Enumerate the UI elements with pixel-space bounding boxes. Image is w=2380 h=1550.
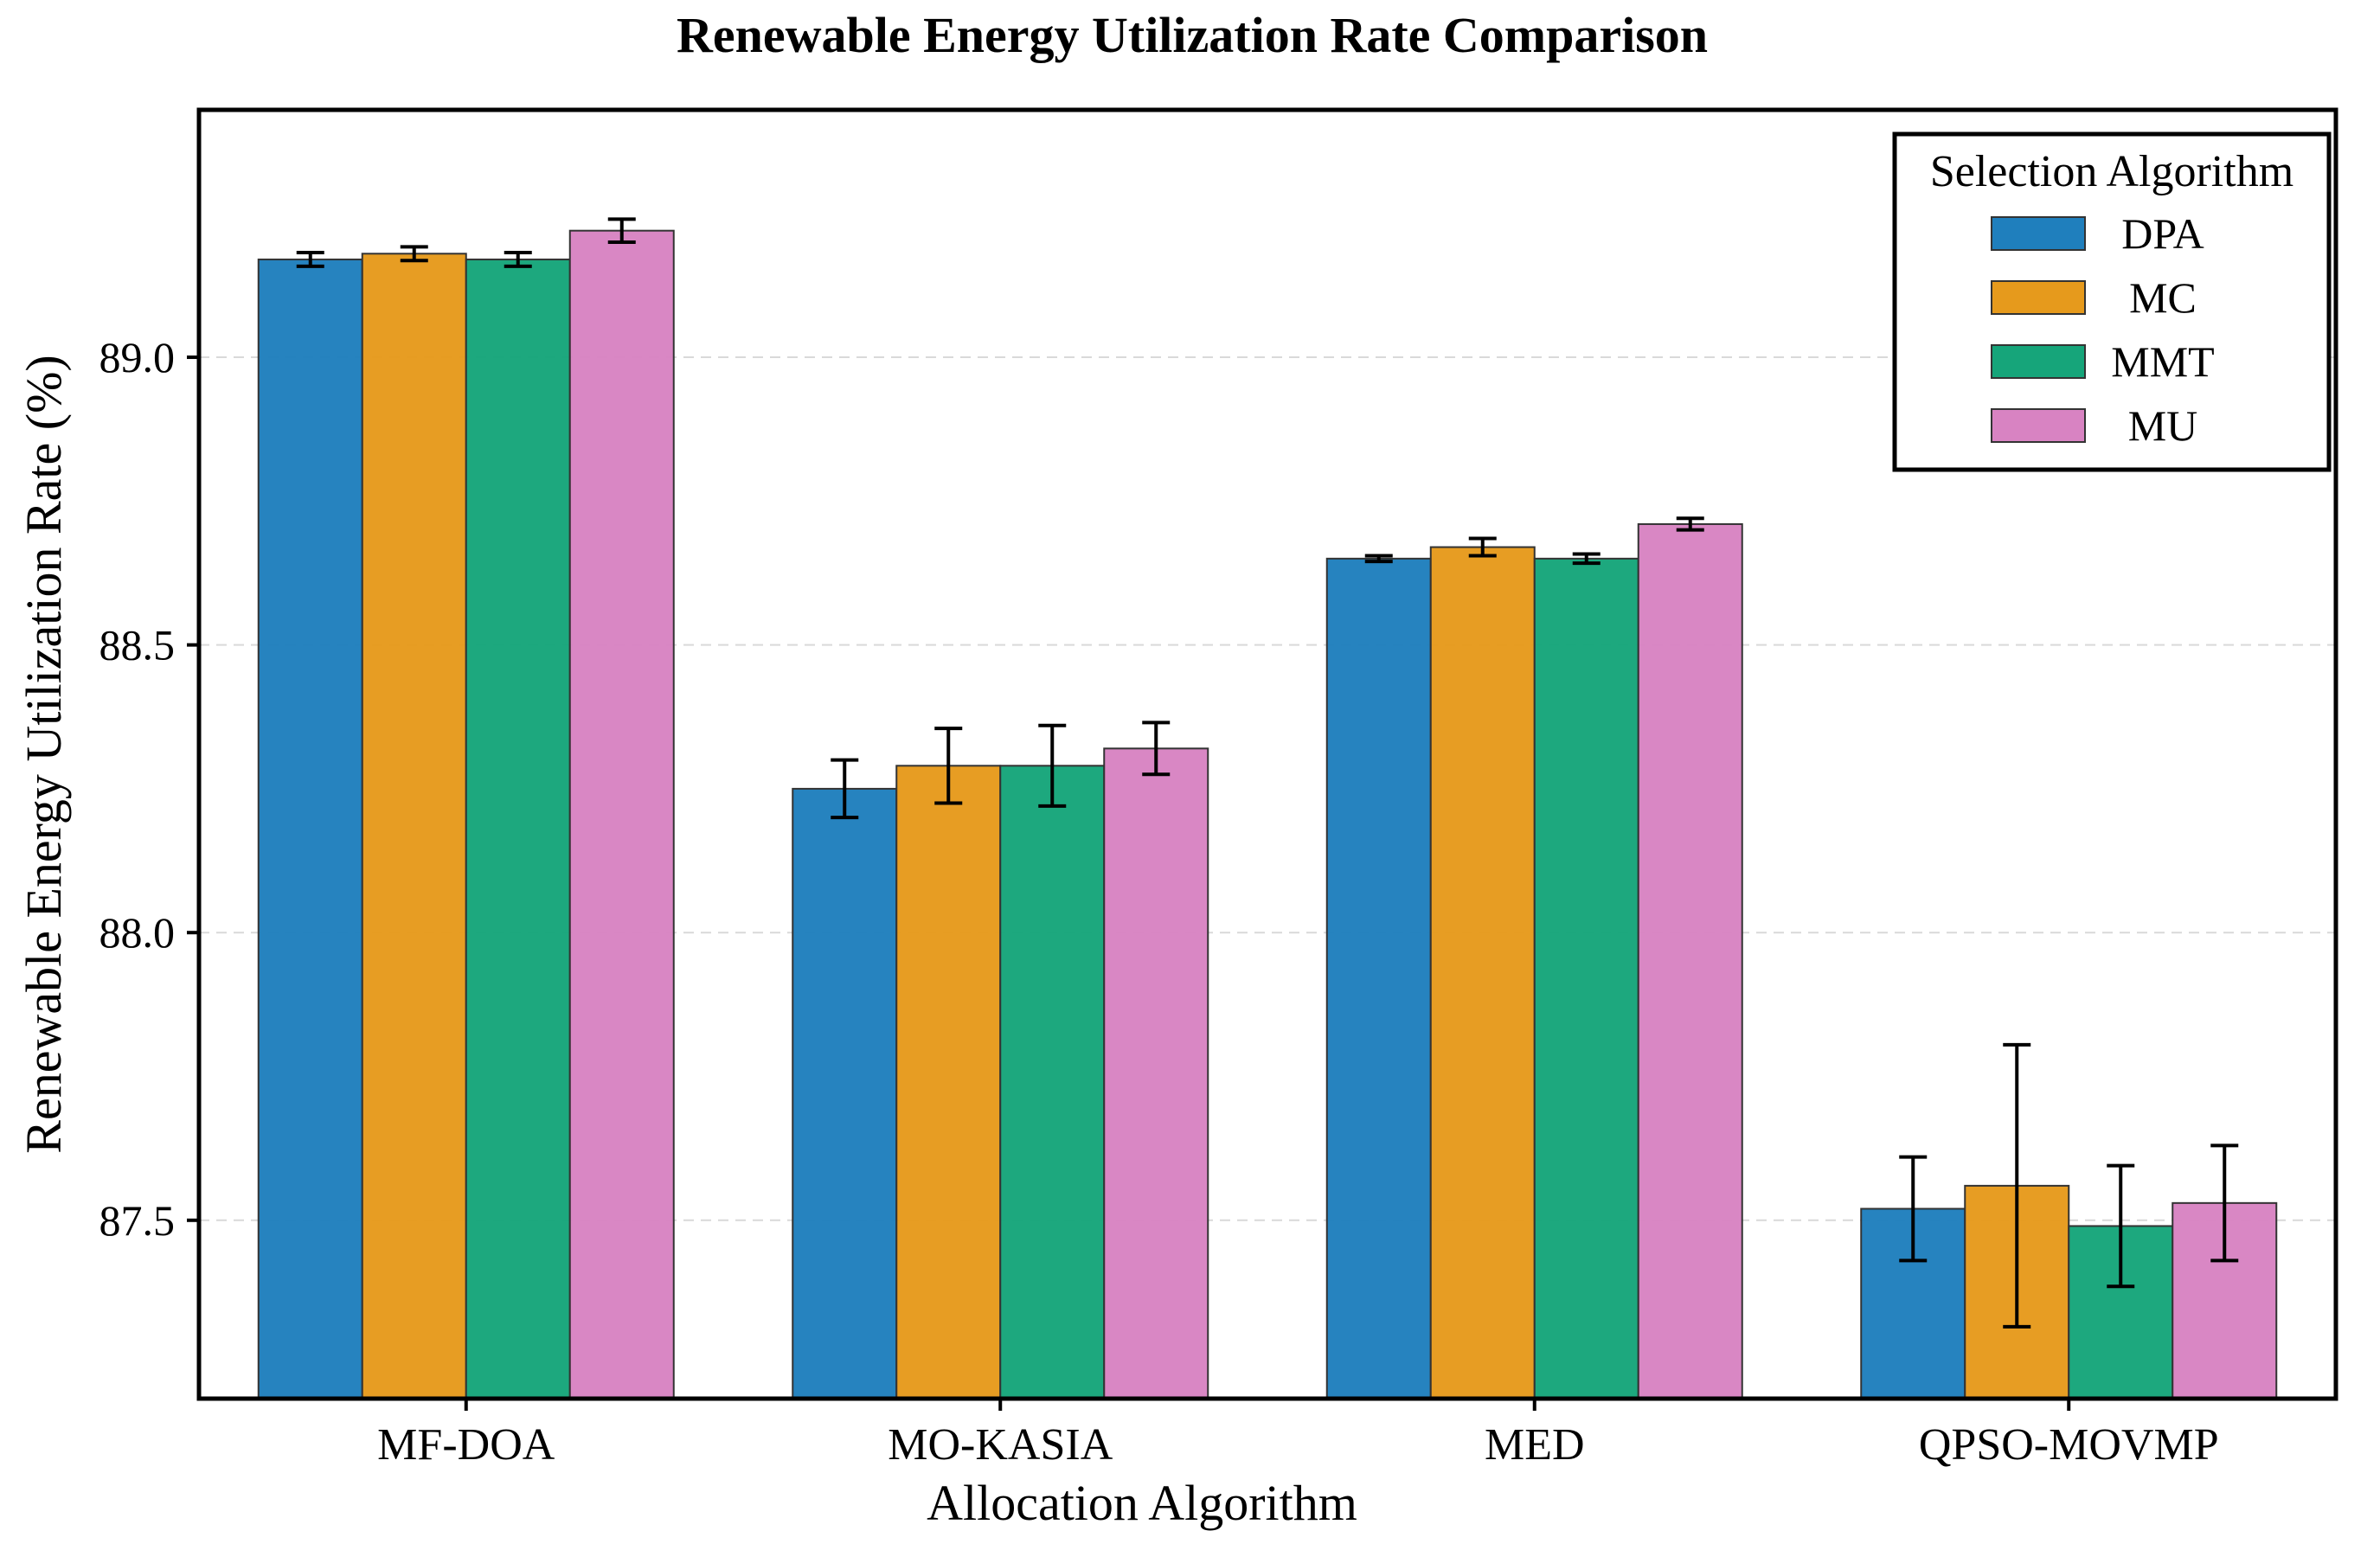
- bars-layer: [257, 229, 2278, 1400]
- y-axis: 87.5 88.0 88.5 89.0: [99, 333, 199, 1245]
- error-bar-mmt-med: [1572, 552, 1601, 566]
- error-bar-mmt-mf-doa: [504, 250, 532, 268]
- error-bar-dpa-mo-kasia: [831, 758, 859, 820]
- legend-swatch-mmt: [1991, 344, 2086, 379]
- legend-items: DPA MC MMT MU: [1991, 209, 2215, 450]
- error-bar-mu-mf-doa: [607, 217, 636, 244]
- x-tick-label: MED: [1485, 1420, 1585, 1470]
- bar-mu-mf-doa: [568, 229, 675, 1399]
- x-tick-label: MF-DOA: [377, 1420, 555, 1470]
- bar-mmt-mf-doa: [465, 258, 571, 1400]
- x-axis-label: Allocation Algorithm: [927, 1475, 1357, 1531]
- legend-label-mc: MC: [2129, 273, 2197, 322]
- error-bar-mmt-qpso-movmp: [2107, 1163, 2135, 1289]
- error-bar-mu-qpso-movmp: [2210, 1143, 2239, 1263]
- error-bar-dpa-qpso-movmp: [1899, 1155, 1928, 1263]
- bar-mu-mo-kasia: [1103, 747, 1209, 1399]
- chart-title: Renewable Energy Utilization Rate Compar…: [677, 7, 1708, 63]
- error-bars-layer: [296, 217, 2239, 1329]
- legend-box: [1892, 131, 2332, 472]
- x-axis: MF-DOA MO-KASIA MED QPSO-MOVMP: [377, 1399, 2219, 1470]
- y-tick-label: 89.0: [99, 333, 176, 381]
- y-axis-label: Renewable Energy Utilization Rate (%): [16, 355, 72, 1153]
- bar-mmt-med: [1533, 557, 1639, 1399]
- error-bar-dpa-mf-doa: [296, 250, 324, 268]
- bar-mmt-mo-kasia: [999, 765, 1106, 1399]
- error-bar-mu-mo-kasia: [1142, 721, 1171, 777]
- bar-dpa-mf-doa: [257, 258, 363, 1400]
- y-tick-label: 88.0: [99, 908, 176, 957]
- x-tick-label: QPSO-MOVMP: [1919, 1420, 2219, 1470]
- error-bar-mc-med: [1468, 536, 1497, 558]
- error-bar-mc-qpso-movmp: [2003, 1042, 2031, 1329]
- legend-swatch-mu: [1991, 408, 2086, 443]
- error-bar-mu-med: [1676, 516, 1704, 532]
- legend-title: Selection Algorithm: [1930, 147, 2293, 196]
- bar-mc-mo-kasia: [895, 765, 1002, 1399]
- legend-label-mmt: MMT: [2111, 337, 2214, 386]
- error-bar-mc-mf-doa: [400, 245, 428, 263]
- bar-dpa-med: [1325, 557, 1432, 1399]
- error-bar-dpa-med: [1364, 554, 1393, 564]
- legend-swatch-mc: [1991, 280, 2086, 315]
- bar-dpa-mo-kasia: [792, 787, 898, 1399]
- y-tick-label: 87.5: [99, 1196, 176, 1245]
- legend: Selection Algorithm DPA MC MMT MU: [1892, 131, 2332, 472]
- bar-mc-med: [1429, 546, 1536, 1399]
- bar-mc-mf-doa: [361, 253, 467, 1399]
- x-tick-label: MO-KASIA: [888, 1420, 1113, 1470]
- legend-label-dpa: DPA: [2121, 209, 2204, 258]
- legend-swatch-dpa: [1991, 216, 2086, 251]
- legend-label-mu: MU: [2128, 401, 2198, 450]
- bar-mu-med: [1637, 522, 1743, 1399]
- error-bar-mmt-mo-kasia: [1038, 723, 1067, 808]
- y-tick-label: 88.5: [99, 621, 176, 669]
- plot-frame: [196, 107, 2338, 1401]
- error-bar-mc-mo-kasia: [934, 727, 963, 805]
